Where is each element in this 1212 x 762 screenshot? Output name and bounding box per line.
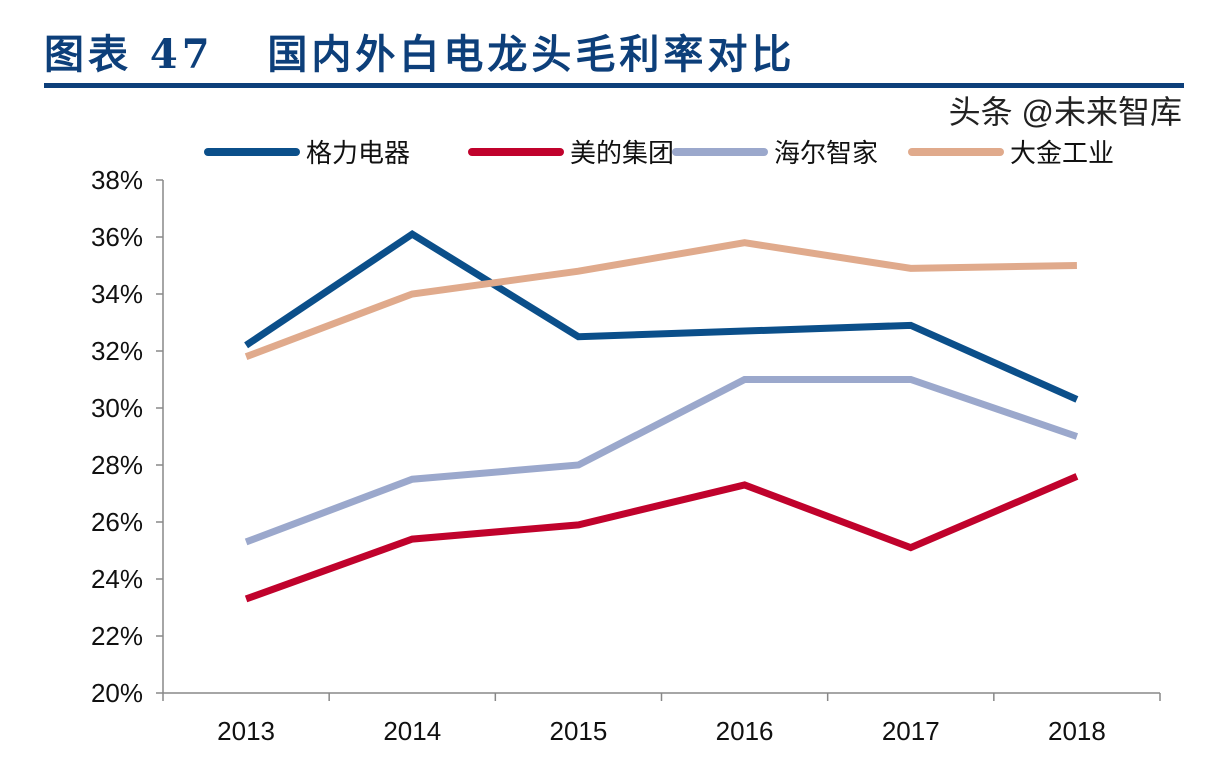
y-tick-label: 22% <box>91 621 143 651</box>
x-tick-label: 2017 <box>882 716 940 746</box>
y-tick-label: 24% <box>91 564 143 594</box>
watermark: 头条 @未来智库 <box>948 94 1182 130</box>
legend-label: 格力电器 <box>306 139 410 169</box>
legend-label: 大金工业 <box>1010 139 1114 169</box>
legend-label: 海尔智家 <box>774 139 878 169</box>
series-line-3 <box>244 239 1077 360</box>
x-tick-label: 2013 <box>217 716 275 746</box>
y-tick-label: 38% <box>91 165 143 195</box>
figure-title: 图表 47 国内外白电龙头毛利率对比 <box>44 31 796 78</box>
y-tick-label: 20% <box>91 678 143 708</box>
x-tick-label: 2014 <box>383 716 441 746</box>
x-tick-label: 2015 <box>549 716 607 746</box>
y-tick-label: 34% <box>91 279 143 309</box>
series-line-0 <box>244 229 1079 403</box>
series-line-2 <box>244 376 1079 546</box>
y-tick-label: 36% <box>91 222 143 252</box>
y-tick-label: 26% <box>91 507 143 537</box>
x-tick-label: 2018 <box>1048 716 1106 746</box>
y-tick-label: 32% <box>91 336 143 366</box>
title-divider <box>44 83 1184 88</box>
legend-label: 美的集团 <box>570 139 674 169</box>
y-tick-label: 28% <box>91 450 143 480</box>
y-tick-label: 30% <box>91 393 143 423</box>
series-line-1 <box>244 473 1079 603</box>
x-tick-label: 2016 <box>716 716 774 746</box>
